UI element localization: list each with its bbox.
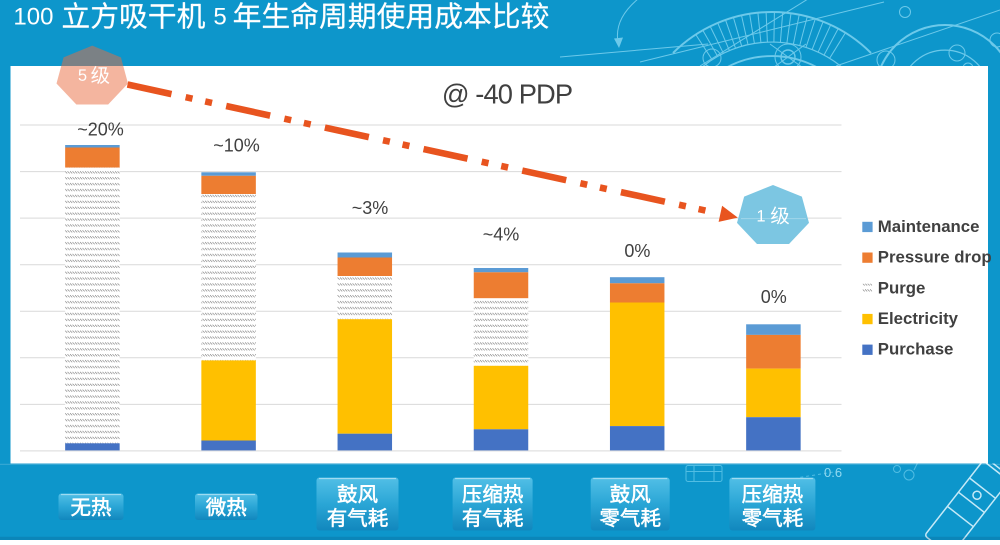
svg-text:Purchase: Purchase — [878, 340, 954, 359]
svg-text:Electricity: Electricity — [878, 309, 959, 328]
svg-text:@ -40 PDP: @ -40 PDP — [442, 79, 572, 110]
svg-text:~3%: ~3% — [352, 198, 389, 218]
svg-text:Purge: Purge — [878, 278, 926, 297]
svg-text:~4%: ~4% — [483, 224, 520, 244]
svg-text:100: 100 — [13, 3, 53, 30]
svg-text:5: 5 — [213, 3, 226, 30]
svg-text:Pressure drop: Pressure drop — [878, 248, 992, 267]
svg-text:0.6: 0.6 — [824, 465, 842, 480]
svg-text:~10%: ~10% — [213, 136, 260, 156]
svg-text:0%: 0% — [761, 287, 787, 307]
svg-text:Maintenance: Maintenance — [878, 217, 980, 236]
svg-text:0%: 0% — [624, 241, 650, 261]
svg-text:~20%: ~20% — [77, 120, 124, 140]
